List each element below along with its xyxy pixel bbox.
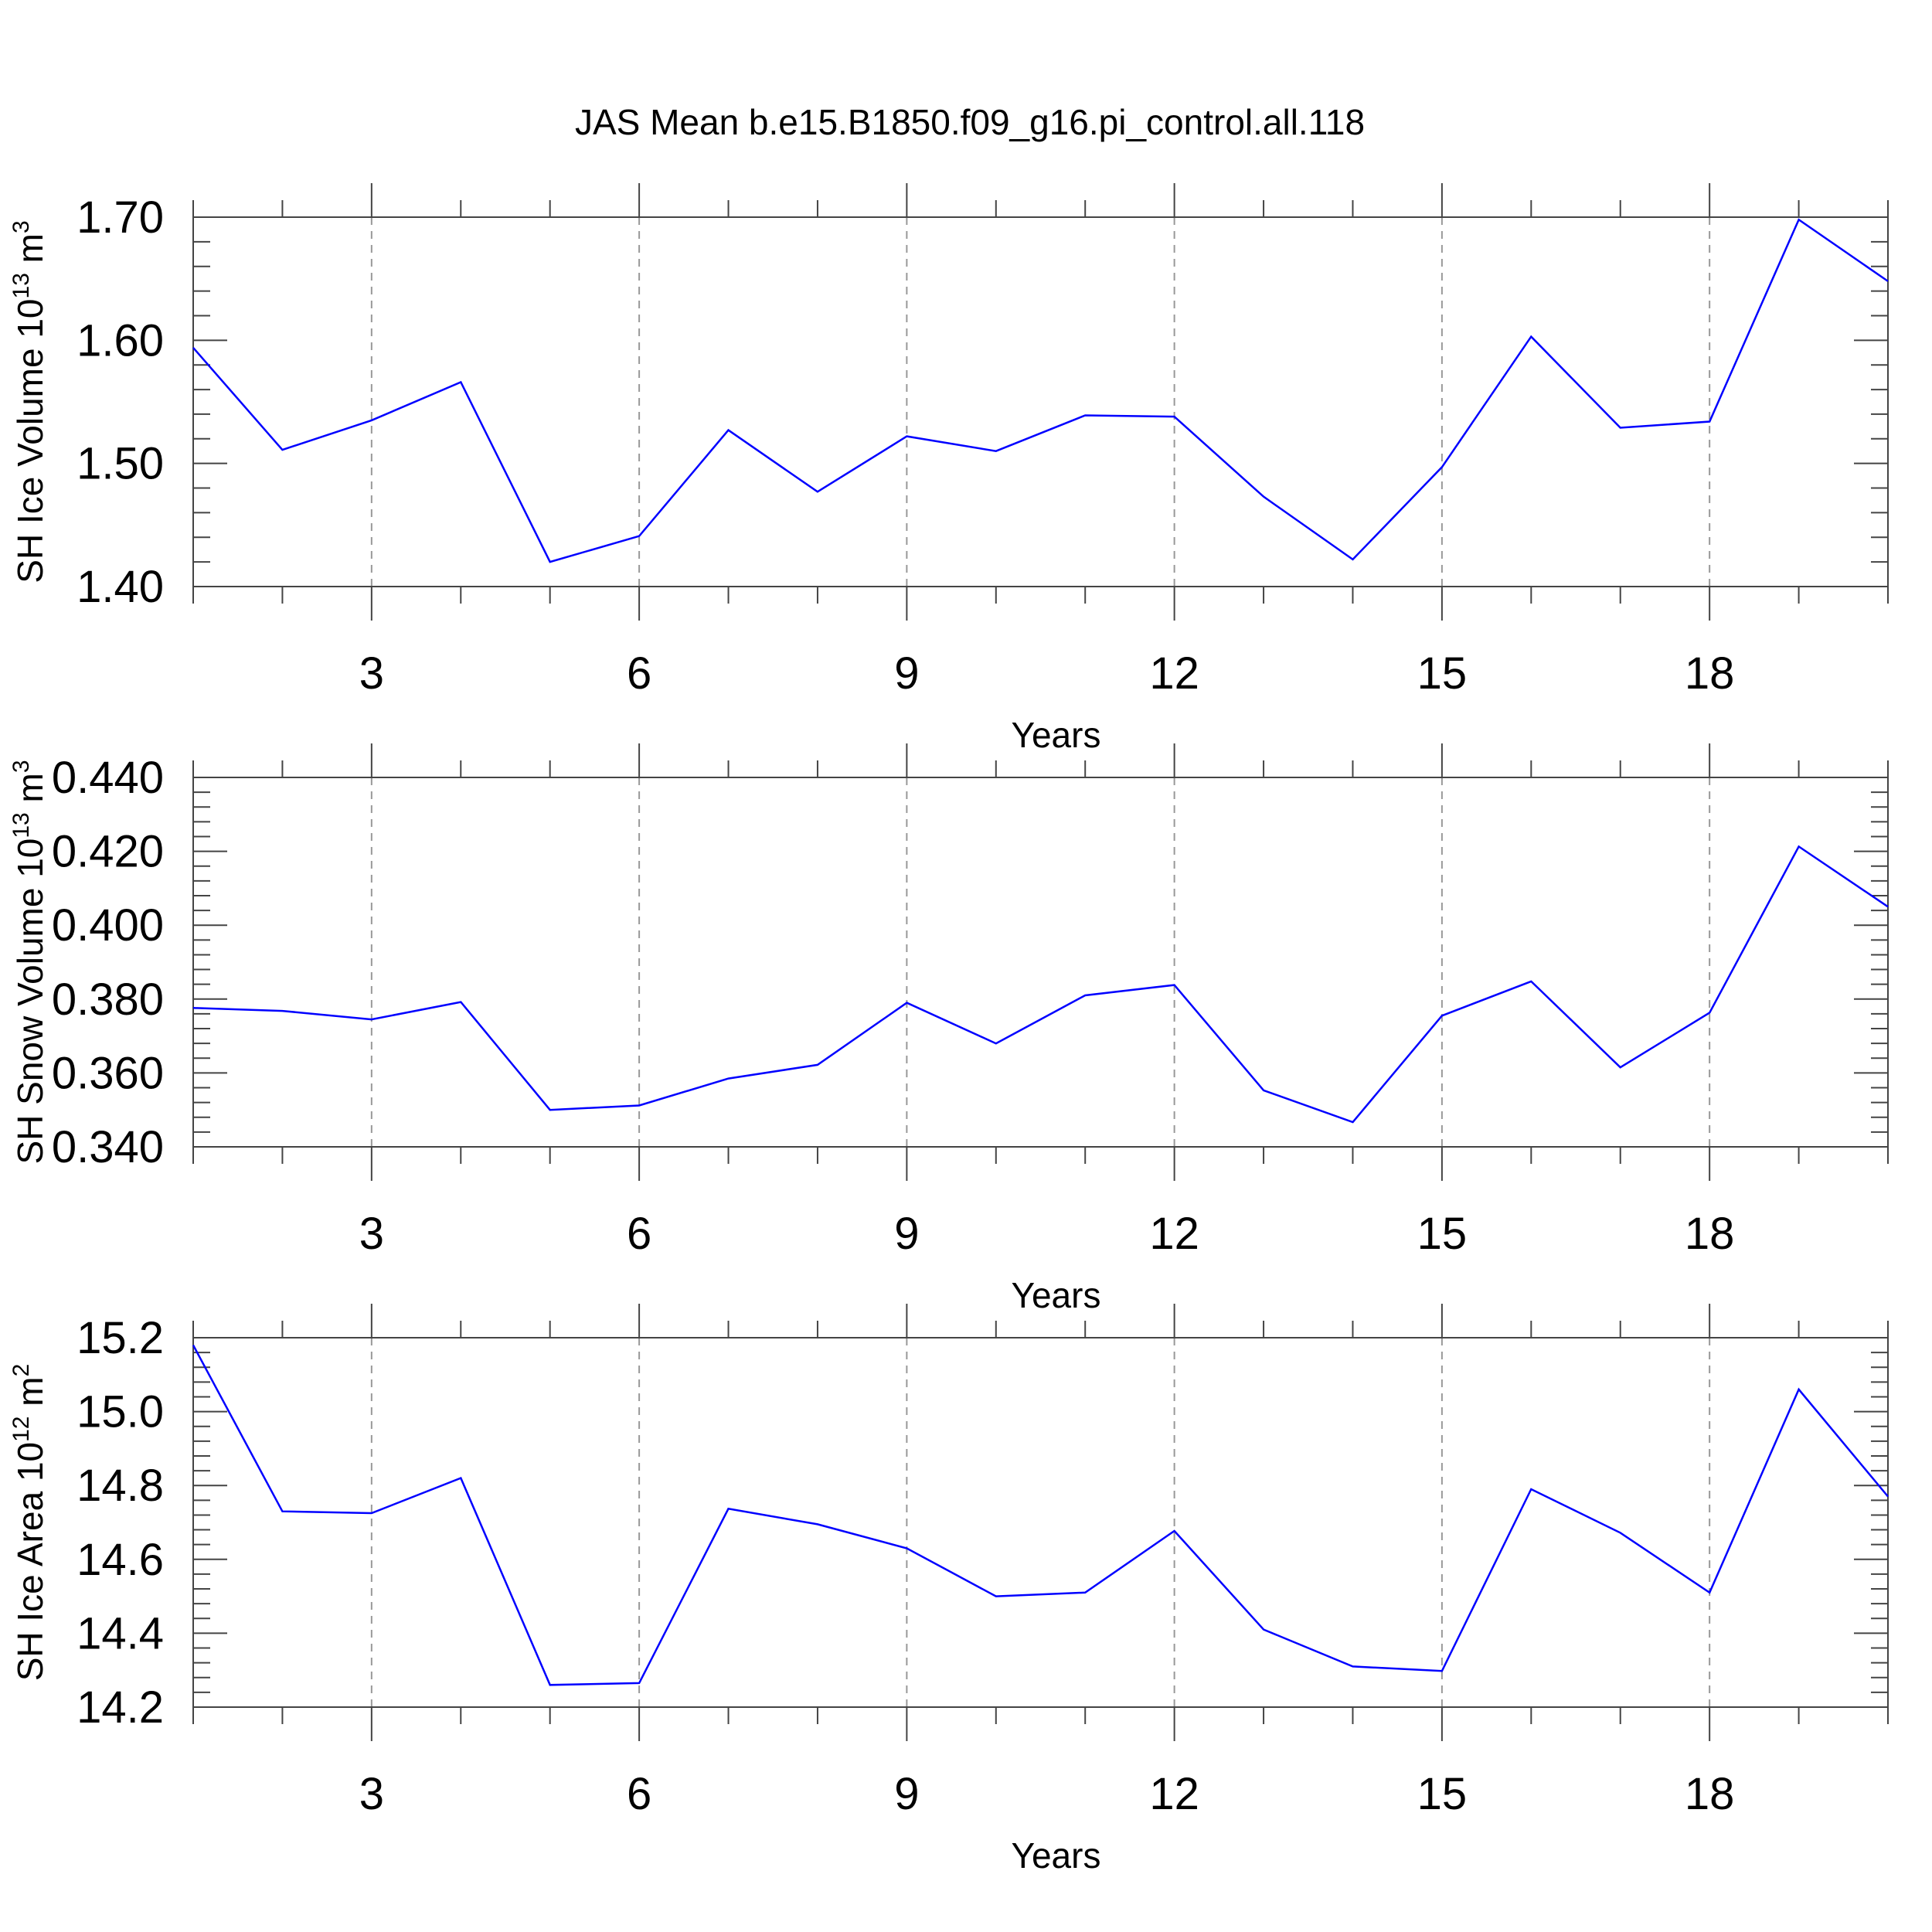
- y-tick-label: 1.70: [77, 192, 164, 243]
- y-tick-label: 14.6: [77, 1535, 164, 1585]
- series-line: [192, 845, 1889, 1124]
- series-line: [192, 218, 1889, 563]
- x-tick-label: 6: [627, 1769, 651, 1819]
- y-tick-label: 0.380: [52, 975, 164, 1025]
- y-tick-label: 15.0: [77, 1387, 164, 1437]
- x-tick-label: 12: [1149, 1209, 1199, 1259]
- y-axis-label: SH Snow Volume 1013 m3: [9, 760, 50, 1164]
- y-axis-label: SH Ice Area 1012 m2: [9, 1364, 50, 1682]
- y-tick-label: 14.2: [77, 1682, 164, 1733]
- y-tick-label: 1.60: [77, 315, 164, 366]
- x-tick-label: 12: [1149, 648, 1199, 699]
- y-tick-label: 1.50: [77, 439, 164, 489]
- plot-frame: [192, 1337, 1889, 1708]
- x-axis-label: Years: [1012, 1835, 1101, 1876]
- y-tick-label: 0.340: [52, 1122, 164, 1172]
- x-tick-label: 18: [1685, 1769, 1735, 1819]
- x-tick-label: 9: [894, 1769, 919, 1819]
- x-tick-label: 9: [894, 1209, 919, 1259]
- y-tick-label: 0.400: [52, 900, 164, 951]
- y-tick-label: 0.440: [52, 753, 164, 803]
- plot-frame: [192, 216, 1889, 587]
- panel-1: 3 6 9 12 15 18 1.40 1.50 1.60 1.70 Years SH Ice Vol…: [9, 183, 1889, 755]
- y-axis-label: SH Ice Volume 1013 m3: [9, 220, 50, 583]
- x-tick-label: 3: [359, 1209, 384, 1259]
- x-tick-label: 15: [1417, 1769, 1468, 1819]
- x-tick-label: 3: [359, 648, 384, 699]
- y-tick-label: 15.2: [77, 1313, 164, 1363]
- panel-2: 3 6 9 12 15 18 0.340 0.360 0.380 0.400 0.420 0.440 Y…: [9, 743, 1889, 1315]
- panel-3: 3 6 9 12 15 18 14.2 14.4 14.6 14.8 15.0 15.2 Years SH…: [9, 1304, 1889, 1876]
- y-tick-label: 14.4: [77, 1608, 164, 1658]
- x-tick-label: 3: [359, 1769, 384, 1819]
- x-tick-label: 18: [1685, 648, 1735, 699]
- x-axis-label: Years: [1012, 715, 1101, 755]
- x-tick-label: 6: [627, 648, 651, 699]
- x-tick-label: 18: [1685, 1209, 1735, 1259]
- series-line: [192, 1345, 1889, 1686]
- x-tick-label: 12: [1149, 1769, 1199, 1819]
- y-tick-label: 0.360: [52, 1048, 164, 1098]
- plot-frame: [192, 777, 1889, 1148]
- x-axis-label: Years: [1012, 1275, 1101, 1315]
- x-tick-label: 15: [1417, 1209, 1468, 1259]
- x-tick-label: 15: [1417, 648, 1468, 699]
- x-tick-label: 6: [627, 1209, 651, 1259]
- y-tick-label: 14.8: [77, 1461, 164, 1511]
- y-tick-label: 1.40: [77, 562, 164, 612]
- chart-title: JAS Mean b.e15.B1850.f09_g16.pi_control.…: [575, 102, 1365, 142]
- x-tick-label: 9: [894, 648, 919, 699]
- y-tick-label: 0.420: [52, 827, 164, 877]
